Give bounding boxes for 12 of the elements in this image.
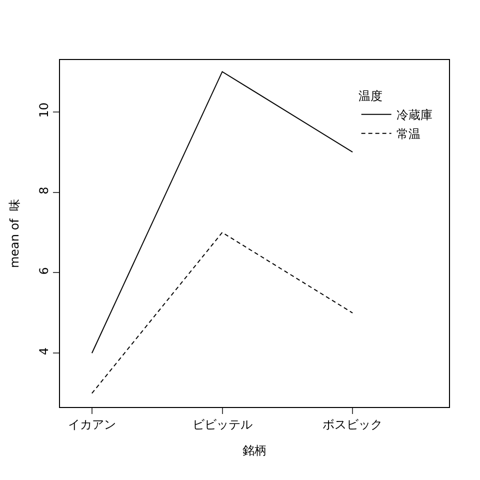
x-axis-title: 銘柄 <box>242 443 266 458</box>
x-tick-label: ボスビック <box>322 417 383 432</box>
y-tick-label: 10 <box>37 102 52 118</box>
y-tick-label: 4 <box>37 348 52 356</box>
x-tick-label: イカアン <box>68 417 116 432</box>
y-axis-title: mean of 味 <box>8 198 22 268</box>
legend-label: 常温 <box>396 127 420 142</box>
y-tick-label: 8 <box>37 186 52 194</box>
y-tick-label: 6 <box>37 267 52 275</box>
legend-title: 温度 <box>358 88 382 103</box>
legend-label: 冷蔵庫 <box>396 108 432 122</box>
x-tick-label: ビビッテル <box>192 417 252 432</box>
